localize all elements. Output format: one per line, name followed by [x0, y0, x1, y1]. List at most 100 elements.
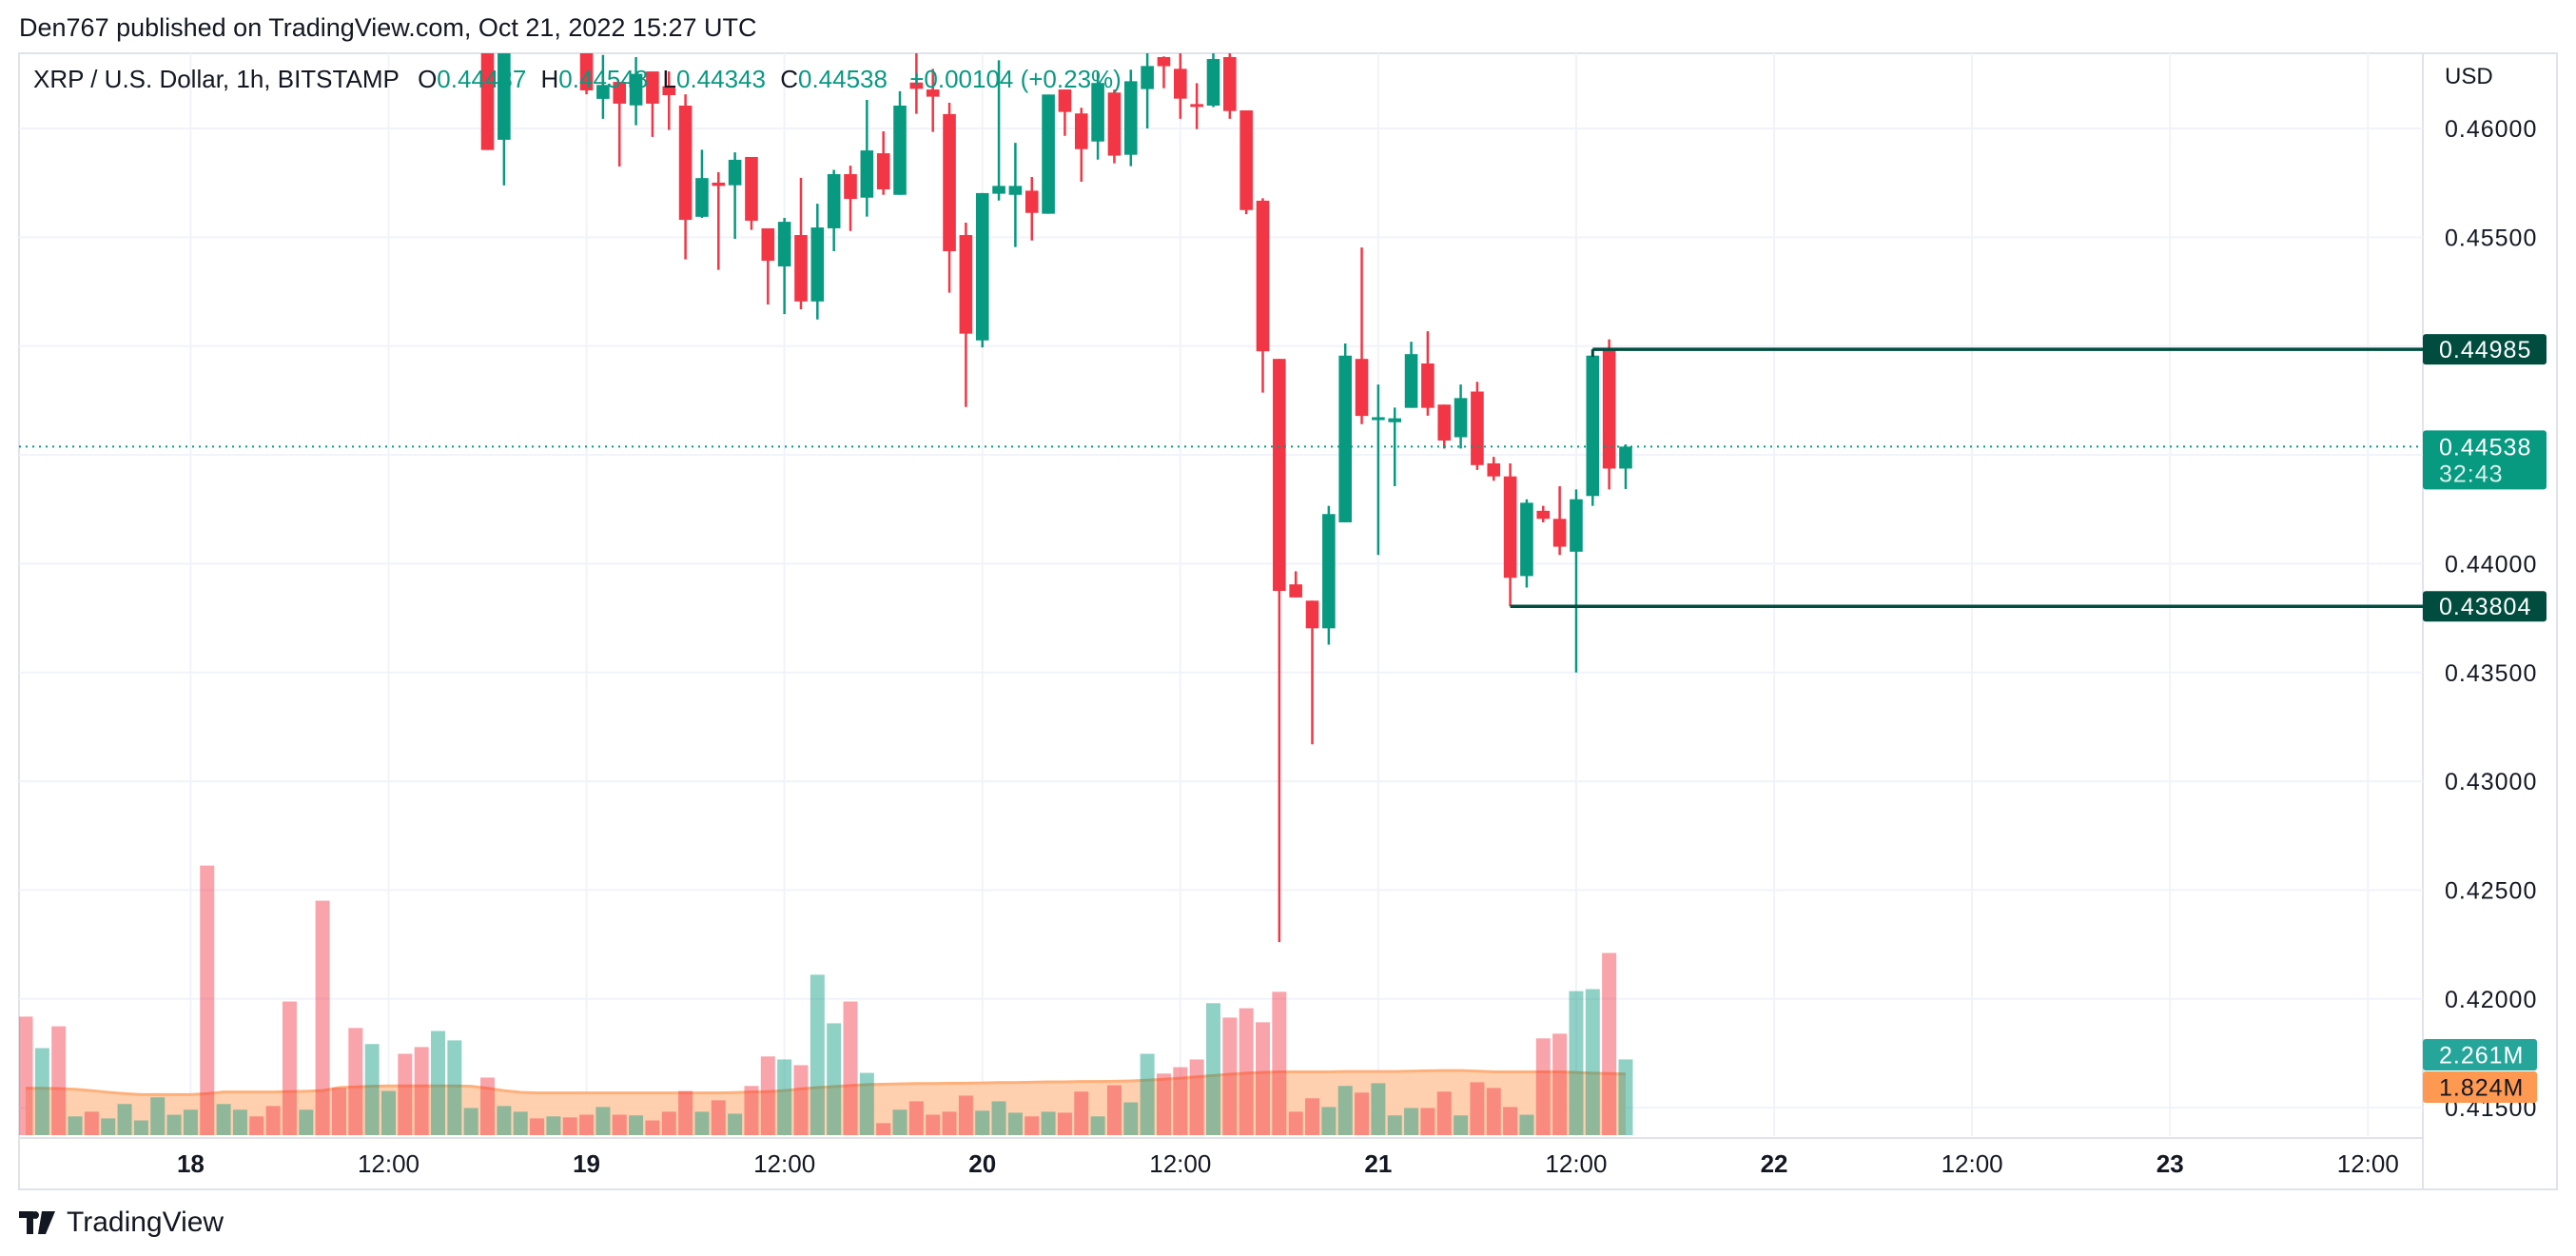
- candle-body: [1372, 417, 1385, 421]
- volume-bar: [1156, 1073, 1171, 1135]
- volume-bar: [1239, 1008, 1254, 1135]
- volume-bar: [1025, 1116, 1040, 1135]
- volume-bar: [1321, 1107, 1337, 1135]
- volume-bar: [1189, 1059, 1204, 1135]
- time-tick-label: 19: [573, 1149, 600, 1178]
- candle-body: [1174, 69, 1187, 99]
- candle-body: [646, 71, 659, 104]
- candle-body: [926, 89, 940, 97]
- volume-bar: [249, 1116, 264, 1135]
- candle-body: [1487, 462, 1501, 477]
- candle-body: [1042, 94, 1055, 214]
- candle-body: [943, 113, 956, 251]
- volume-ma-value-box: [2423, 1071, 2537, 1103]
- time-tick-label: 12:00: [2337, 1149, 2399, 1178]
- time-tick-label: 22: [1761, 1149, 1788, 1178]
- volume-bar: [645, 1120, 660, 1135]
- candle-body: [777, 222, 791, 266]
- support-price-label: 0.43804: [2439, 594, 2531, 620]
- volume-bar: [810, 974, 825, 1135]
- volume-bar: [678, 1090, 693, 1135]
- publish-line: Den767 published on TradingView.com, Oct…: [19, 13, 757, 42]
- candle-body: [596, 85, 610, 99]
- volume-bar: [1602, 952, 1617, 1135]
- candle-body: [1239, 110, 1253, 210]
- volume-bar: [1486, 1088, 1501, 1135]
- time-tick-label: 12:00: [1545, 1149, 1607, 1178]
- candle-body: [1273, 359, 1286, 591]
- candle-body: [1421, 363, 1434, 408]
- candle-body: [844, 174, 857, 200]
- volume-bar: [299, 1109, 314, 1135]
- volume-bar: [1173, 1067, 1188, 1135]
- volume-bar: [827, 1023, 842, 1135]
- volume-bar: [760, 1056, 775, 1135]
- volume-bar: [1552, 1033, 1568, 1135]
- support-price-box: [2423, 591, 2547, 622]
- candle-body: [1503, 476, 1517, 579]
- volume-bar: [1337, 1086, 1353, 1135]
- candle-body: [1074, 113, 1088, 149]
- candle-body: [959, 235, 973, 334]
- volume-bar: [975, 1110, 990, 1135]
- tradingview-logo[interactable]: TradingView: [19, 1207, 224, 1239]
- candle-body: [613, 82, 627, 104]
- low-label: L: [662, 65, 676, 93]
- volume-bar: [200, 865, 215, 1135]
- currency-label: USD: [2445, 64, 2493, 89]
- volume-bar: [793, 1065, 809, 1135]
- volume-bar: [1454, 1115, 1469, 1135]
- last-price-countdown: 32:43: [2439, 461, 2504, 487]
- candle-body: [1570, 499, 1583, 552]
- candle-body: [992, 186, 1005, 194]
- open-value: 0.44437: [437, 65, 527, 93]
- time-tick-label: 12:00: [358, 1149, 420, 1178]
- time-tick-label: 12:00: [1942, 1149, 2003, 1178]
- volume-bar: [1420, 1108, 1435, 1135]
- volume-bar: [117, 1104, 132, 1135]
- volume-bar: [150, 1097, 166, 1135]
- candle-body: [1471, 391, 1484, 465]
- time-tick-label: 12:00: [1149, 1149, 1211, 1178]
- candle-body: [1025, 190, 1039, 213]
- volume-bar: [546, 1116, 561, 1135]
- volume-bar: [612, 1114, 627, 1135]
- candle-body: [579, 53, 594, 90]
- candle-body: [1157, 56, 1171, 67]
- volume-bar: [728, 1113, 743, 1135]
- volume-bar: [661, 1111, 676, 1135]
- candle-body: [1404, 354, 1418, 408]
- symbol-title[interactable]: XRP / U.S. Dollar, 1h, BITSTAMP: [33, 65, 400, 93]
- volume-bar: [1222, 1017, 1238, 1135]
- candle-body: [1536, 510, 1551, 520]
- price-tick-label: 0.45500: [2445, 225, 2537, 251]
- volume-bar: [1535, 1038, 1551, 1135]
- candle-body: [1619, 446, 1632, 469]
- volume-bar: [562, 1117, 577, 1135]
- high-value: 0.44548: [558, 65, 649, 93]
- price-tick-label: 0.42000: [2445, 987, 2537, 1013]
- volume-bar: [958, 1095, 973, 1135]
- volume-ma-value-label: 1.824M: [2439, 1075, 2524, 1102]
- volume-bar: [1371, 1083, 1386, 1135]
- volume-bar: [282, 1001, 297, 1135]
- volume-ma-line: [26, 1069, 1627, 1096]
- volume-bar: [364, 1044, 380, 1135]
- volume-bar: [133, 1120, 148, 1135]
- volume-bar: [908, 1101, 924, 1135]
- resistance-price-box: [2423, 334, 2547, 365]
- candle-body: [1141, 66, 1154, 89]
- candle-body: [1338, 355, 1352, 522]
- close-value: 0.44538: [797, 65, 888, 93]
- candle-body: [1058, 89, 1072, 112]
- candle-body: [1223, 56, 1237, 111]
- volume-bar: [1256, 1022, 1270, 1135]
- candle-body: [1454, 398, 1468, 438]
- brand-name: TradingView: [67, 1207, 224, 1238]
- candle-body: [728, 159, 742, 186]
- volume-bar: [1074, 1091, 1089, 1135]
- price-tick-label: 0.43500: [2445, 660, 2537, 687]
- candle-body: [1388, 418, 1402, 422]
- change-value: +0.00104 (+0.23%): [909, 65, 1122, 93]
